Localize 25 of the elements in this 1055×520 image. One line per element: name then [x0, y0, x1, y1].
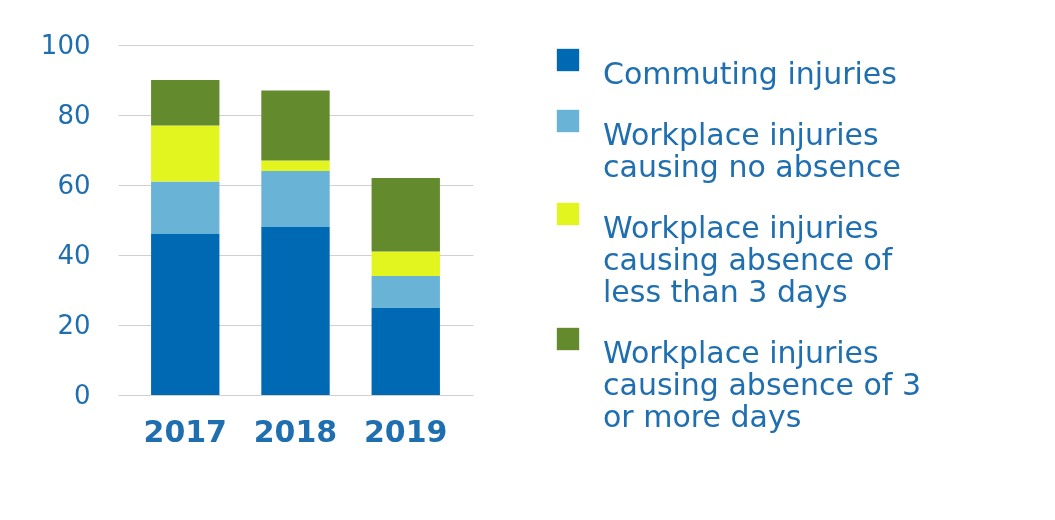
- bar: [151, 80, 220, 126]
- x-tick-label: 2019: [364, 413, 448, 449]
- y-tick-label: 40: [57, 239, 91, 270]
- x-tick-label: 2018: [253, 413, 338, 449]
- bar: [151, 125, 220, 182]
- y-tick-label: 0: [73, 379, 91, 410]
- bar: [371, 251, 440, 276]
- bar: [371, 178, 440, 252]
- bar: [261, 171, 330, 227]
- y-tick-label: 100: [40, 29, 91, 60]
- legend-label: Workplace injuries causing absence of less than 3 days: [603, 210, 894, 309]
- bar: [261, 227, 330, 395]
- bar: [151, 181, 220, 234]
- bar: [261, 90, 330, 161]
- y-tick-label: 60: [57, 169, 91, 200]
- bar: [151, 234, 220, 395]
- y-tick-label: 20: [57, 309, 91, 340]
- legend-label: Workplace injuries causing absence of 3 or more days: [603, 335, 922, 434]
- bar: [371, 307, 440, 395]
- bar: [261, 160, 330, 171]
- legend-label: Commuting injuries: [603, 56, 897, 91]
- bar: [371, 276, 440, 308]
- legend-label: Workplace injuries causing no absence: [603, 117, 901, 184]
- y-tick-label: 80: [57, 99, 91, 130]
- x-tick-label: 2017: [143, 413, 227, 449]
